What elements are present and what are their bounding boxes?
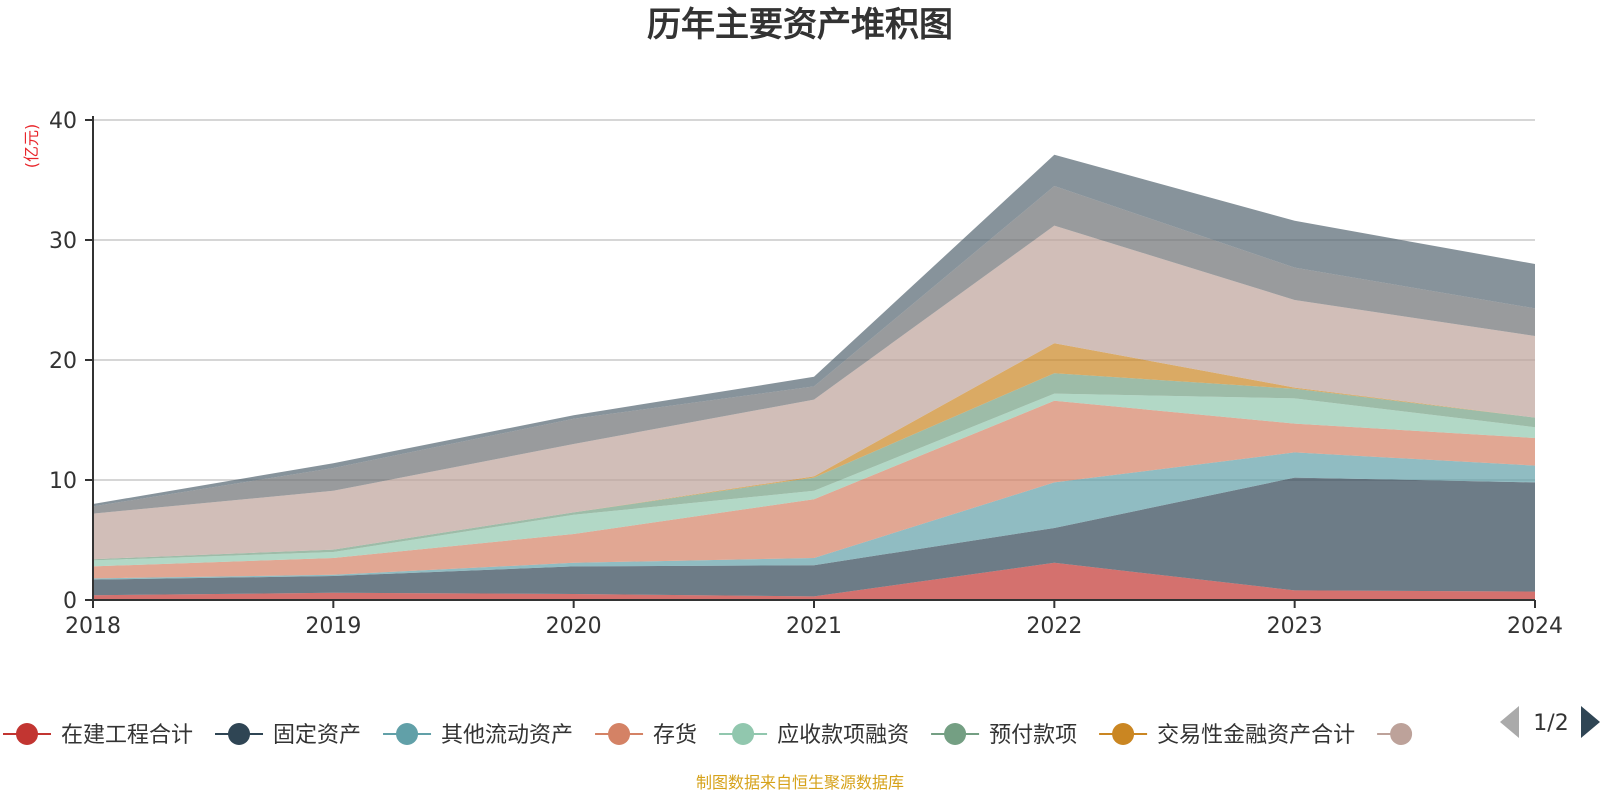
area-series-3 (93, 400, 1535, 579)
legend-label: 预付款项 (989, 723, 1077, 748)
x-tick-label: 2022 (1026, 614, 1082, 639)
legend-marker (16, 723, 38, 745)
area-series-1 (93, 477, 1535, 597)
legend-label: 其他流动资产 (441, 723, 573, 748)
x-tick-label: 2018 (65, 614, 121, 639)
legend: 在建工程合计 固定资产 其他流动资产 存货 应收款项融资 预付款项 交易性金融资产合计 (3, 723, 1413, 748)
legend-item[interactable]: 固定资产 (215, 723, 361, 748)
area-series (93, 154, 1535, 600)
axes: 0 10 20 30 40 2018 2019 2020 2021 2022 2023 2024 (49, 109, 1563, 639)
x-tick-label: 2024 (1507, 614, 1563, 639)
legend-marker (608, 723, 631, 745)
legend-marker (1112, 723, 1135, 745)
x-tick-label: 2023 (1267, 614, 1323, 639)
area-series-2 (93, 452, 1535, 580)
y-tick-label: 20 (49, 349, 77, 374)
legend-item[interactable]: 应收款项融资 (719, 723, 909, 748)
legend-label: 在建工程合计 (61, 723, 193, 748)
y-tick-label: 0 (63, 589, 77, 614)
legend-label: 应收款项融资 (777, 723, 909, 748)
legend-label: 固定资产 (273, 723, 361, 748)
legend-item[interactable]: 预付款项 (931, 723, 1077, 748)
legend-marker (732, 723, 755, 745)
legend-pager: 1/2 (1500, 706, 1600, 738)
area-series-7 (93, 225, 1535, 560)
y-tick-label: 10 (49, 469, 77, 494)
y-axis-unit: (亿元) (22, 124, 41, 169)
legend-label: 存货 (653, 723, 697, 748)
legend-next-arrow-icon[interactable] (1581, 706, 1600, 738)
data-source-note: 制图数据来自恒生聚源数据库 (696, 773, 904, 792)
y-tick-label: 30 (49, 229, 77, 254)
chart-title: 历年主要资产堆积图 (647, 5, 953, 45)
legend-item[interactable]: 交易性金融资产合计 (1099, 723, 1355, 748)
y-tick-label: 40 (49, 109, 77, 134)
legend-marker (944, 723, 967, 745)
legend-label: 交易性金融资产合计 (1157, 723, 1355, 748)
legend-marker (228, 723, 251, 745)
legend-prev-arrow-icon[interactable] (1500, 706, 1519, 738)
x-tick-label: 2019 (305, 614, 361, 639)
x-tick-label: 2020 (546, 614, 602, 639)
legend-page-indicator: 1/2 (1533, 711, 1568, 736)
legend-marker (1390, 723, 1413, 745)
x-tick-label: 2021 (786, 614, 842, 639)
legend-marker (396, 723, 419, 745)
legend-item[interactable]: 其他流动资产 (383, 723, 573, 748)
area-series-4 (93, 393, 1535, 567)
legend-item[interactable]: 在建工程合计 (3, 723, 193, 748)
legend-item[interactable]: 存货 (595, 723, 697, 748)
area-series-0 (93, 562, 1535, 600)
legend-item-partial (1377, 723, 1413, 745)
